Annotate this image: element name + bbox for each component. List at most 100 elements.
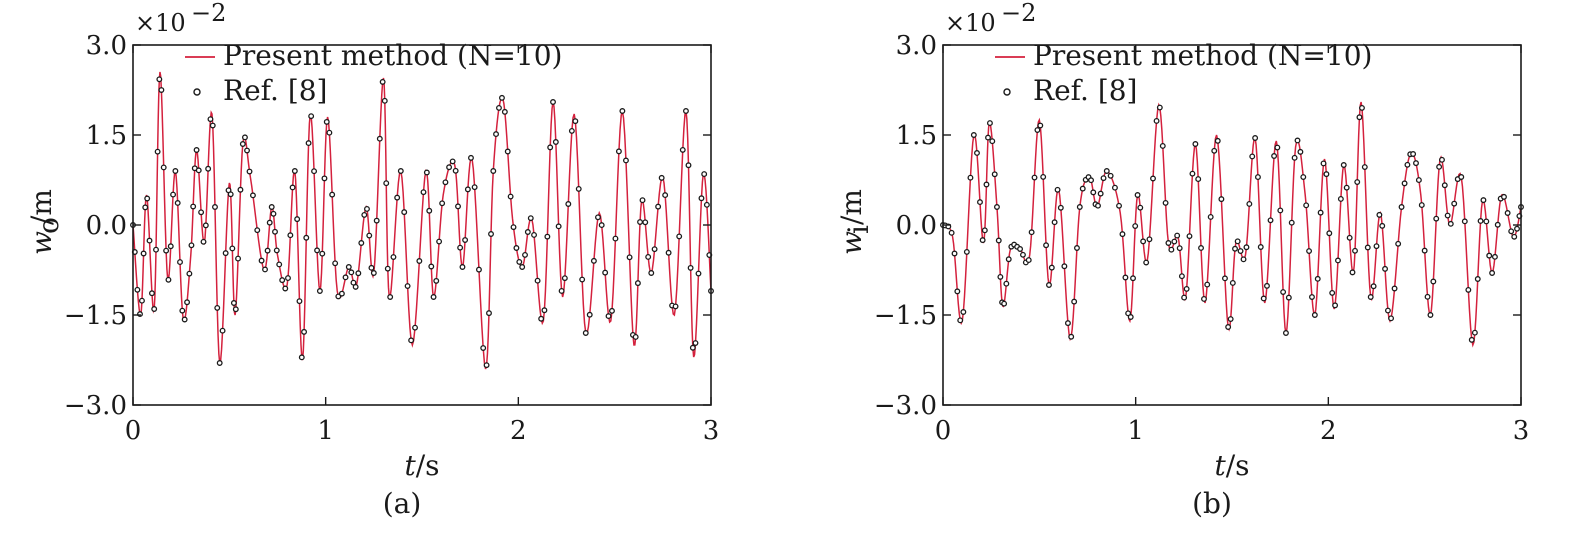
ref-marker [496, 104, 502, 111]
ref-marker [579, 276, 586, 283]
ref-marker [1317, 209, 1324, 216]
ref-marker [209, 122, 216, 129]
ref-marker [373, 217, 380, 224]
ref-marker [1234, 238, 1241, 245]
ref-marker [172, 168, 179, 174]
ref-marker [565, 201, 572, 207]
ref-marker [158, 87, 165, 93]
ref-marker [1150, 175, 1156, 182]
ref-marker [626, 254, 633, 261]
ref-marker [490, 168, 497, 174]
ref-marker [1349, 269, 1356, 276]
legend-label: Present method (N=10) [1033, 39, 1372, 72]
y-tick-label: 3.0 [896, 31, 937, 61]
ref-marker [1343, 184, 1350, 191]
ref-marker [364, 205, 370, 212]
series-line [942, 101, 1522, 348]
ref-marker [954, 288, 961, 295]
ref-marker [575, 185, 582, 192]
ref-marker [1218, 196, 1225, 203]
ref-marker [305, 140, 312, 147]
ref-marker [254, 227, 261, 234]
scale-multiplier-exponent: −2 [1001, 0, 1036, 27]
ref-marker [997, 273, 1004, 280]
ref-marker [983, 181, 990, 188]
ref-marker [1214, 137, 1221, 144]
ref-marker [967, 174, 974, 181]
ref-marker [212, 204, 218, 210]
ref-marker [1441, 182, 1448, 189]
ref-marker [370, 270, 377, 276]
ref-marker [316, 288, 323, 294]
ref-marker [1225, 324, 1232, 330]
ref-marker [513, 245, 520, 251]
ref-marker [1051, 219, 1058, 226]
ref-marker [480, 345, 487, 351]
y-tick-label: 0.0 [896, 211, 937, 241]
ref-marker [662, 192, 669, 199]
ref-marker [239, 141, 246, 147]
ref-marker [1264, 282, 1270, 289]
ref-marker [332, 260, 339, 267]
ref-marker [1143, 259, 1150, 266]
legend-label: Ref. [8] [1033, 74, 1137, 107]
ref-marker [394, 194, 401, 201]
ref-marker [361, 211, 368, 218]
y-axis-label-sub: o [32, 217, 65, 234]
ref-marker [338, 290, 345, 297]
ref-marker [1043, 242, 1050, 249]
ref-marker [1356, 114, 1363, 121]
ref-marker [156, 76, 163, 83]
ref-marker [1267, 217, 1274, 224]
ref-marker [1367, 294, 1374, 300]
ref-marker [1285, 294, 1292, 301]
ref-marker [170, 191, 177, 198]
ref-marker [1326, 230, 1333, 237]
ref-marker [687, 264, 694, 271]
ref-marker [1288, 219, 1295, 226]
ref-marker [1491, 253, 1498, 260]
ref-marker [541, 307, 548, 314]
chart-panel-b: 0 1 2 3−3.0−1.50.01.53.0 w i /m t/s ×10 −2 … [835, 0, 1529, 520]
ref-marker [235, 255, 242, 262]
ref-marker [994, 204, 1000, 210]
ref-marker [1025, 257, 1032, 264]
ref-marker [1379, 222, 1386, 229]
ref-marker [609, 307, 615, 314]
ref-marker [672, 303, 679, 310]
ref-marker [1314, 275, 1321, 282]
ref-marker [531, 231, 537, 238]
y-axis-label-unit: /m [25, 189, 58, 225]
x-tick-label: 2 [1320, 416, 1337, 446]
ref-marker [986, 120, 993, 127]
ref-marker [1137, 204, 1144, 211]
ref-marker [358, 240, 365, 246]
ref-marker [227, 191, 234, 198]
ref-marker [1122, 274, 1129, 281]
ref-marker [296, 298, 303, 305]
ref-marker [1483, 218, 1490, 225]
ref-marker [1439, 156, 1445, 163]
scale-multiplier-base: ×10 [135, 9, 186, 37]
ref-marker [1354, 179, 1361, 186]
x-tick-label: 3 [703, 416, 720, 446]
ref-marker [430, 294, 437, 300]
ref-marker [1074, 245, 1080, 251]
ref-marker [177, 259, 183, 266]
x-tick-label: 3 [1513, 416, 1530, 446]
ref-marker [1176, 245, 1183, 252]
ref-marker [1413, 160, 1419, 167]
ref-marker [190, 203, 197, 210]
ref-marker [1382, 265, 1388, 272]
ref-marker [504, 148, 511, 155]
ref-marker [186, 270, 193, 277]
ref-marker [1017, 246, 1024, 252]
ref-marker [404, 283, 411, 290]
x-axis-label: t/s [404, 449, 439, 482]
ref-marker [352, 283, 359, 290]
ref-marker [387, 294, 394, 300]
x-tick-label: 0 [935, 416, 952, 446]
ref-marker [1159, 142, 1166, 149]
ref-marker [1332, 302, 1339, 309]
ref-marker [1116, 202, 1122, 209]
